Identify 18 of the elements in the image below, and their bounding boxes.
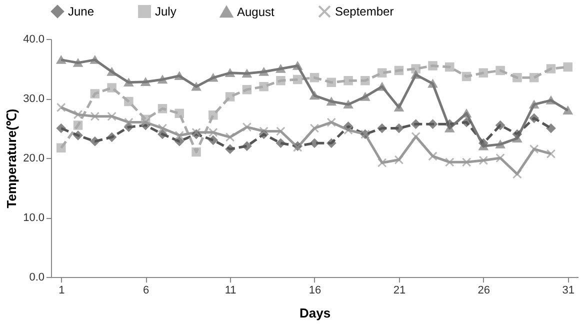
x-tick-label: 6 — [143, 284, 150, 296]
x-tick-label: 26 — [478, 284, 490, 296]
x-tick-label: 1 — [58, 284, 65, 296]
x-tick-label: 16 — [308, 284, 322, 296]
y-tick-label: 10.0 — [23, 212, 44, 224]
legend-label: September — [335, 4, 394, 19]
y-tick-label: 30.0 — [23, 93, 44, 105]
legend-label: June — [68, 4, 94, 19]
legend-label: July — [155, 4, 176, 19]
y-tick-label: 20.0 — [23, 152, 44, 164]
x-tick-label: 21 — [393, 284, 406, 296]
y-axis-title: Temperature(℃) — [4, 108, 20, 208]
x-tick-label: 11 — [224, 284, 236, 296]
y-tick-label: 0.0 — [29, 272, 44, 284]
x-tick-label: 31 — [562, 284, 574, 296]
x-axis-title: Days — [299, 306, 331, 320]
legend-label: August — [237, 4, 276, 19]
y-tick-label: 40.0 — [23, 34, 44, 46]
